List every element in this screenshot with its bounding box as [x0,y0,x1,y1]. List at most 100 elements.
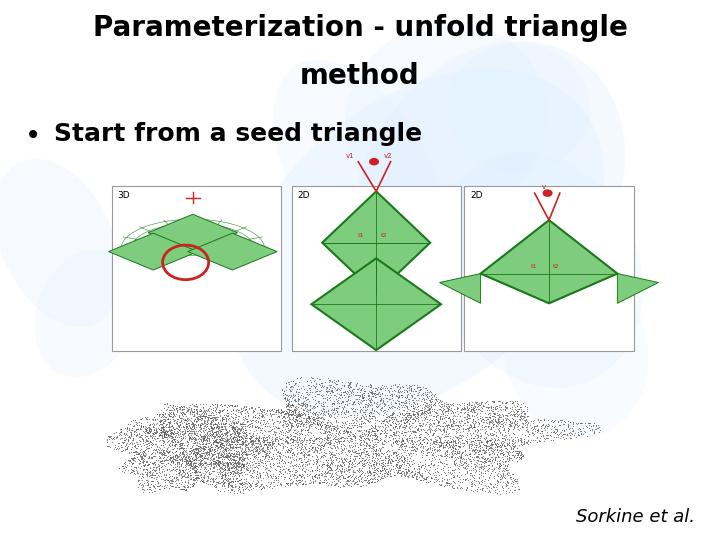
Point [518,422,529,431]
Point [282,457,293,466]
Point [296,410,307,419]
Point [471,430,482,439]
Point [436,441,447,450]
Point [516,436,527,444]
Point [293,414,305,423]
Point [464,422,476,431]
Point [449,412,461,421]
Point [192,413,203,422]
Point [140,470,152,479]
Point [270,408,282,416]
Point [475,464,487,472]
Point [423,461,434,470]
Point [181,448,192,457]
Point [184,457,195,465]
Point [494,422,505,430]
Point [414,420,426,429]
Point [192,407,203,416]
Point [410,414,422,422]
Point [413,468,424,477]
Point [423,401,435,410]
Point [332,449,343,457]
Point [154,415,166,424]
Point [511,409,523,418]
Point [163,426,175,434]
Point [166,433,177,442]
Point [498,472,509,481]
Point [220,449,232,457]
Point [266,443,277,452]
Point [324,454,336,463]
Point [335,433,346,442]
Point [128,451,140,460]
Point [241,417,253,426]
Point [228,422,239,431]
Point [212,485,224,494]
Point [415,476,427,484]
Point [441,437,452,446]
Point [459,454,470,463]
Point [404,451,415,460]
Point [387,393,398,402]
Point [129,427,140,435]
Point [487,412,499,421]
Point [412,401,423,410]
Point [156,446,167,454]
Point [171,427,183,436]
Point [400,444,411,453]
Point [217,442,228,451]
Point [276,438,288,447]
Point [372,389,384,398]
Point [229,415,240,423]
Point [240,407,252,416]
Point [277,464,289,473]
Point [359,437,370,446]
Point [148,433,160,442]
Point [285,391,297,400]
Point [213,438,225,447]
Point [343,388,354,396]
Point [216,440,228,448]
Point [379,459,391,468]
Point [225,456,237,464]
Point [259,449,271,458]
Point [495,437,507,446]
Point [187,420,199,428]
Point [400,414,412,422]
Point [218,441,230,449]
Ellipse shape [437,152,643,388]
Point [276,462,287,470]
Point [412,425,423,434]
Point [225,481,237,490]
Point [282,480,294,489]
Point [270,437,282,445]
Point [393,411,405,420]
Point [192,450,203,458]
Point [356,461,368,469]
Point [416,408,428,417]
Point [469,426,480,435]
Point [211,442,222,450]
Point [516,404,527,413]
Point [230,482,242,490]
Point [126,435,138,444]
Point [210,404,222,413]
Point [163,407,174,416]
Point [475,471,487,480]
Point [329,376,341,384]
Point [192,445,204,454]
Point [355,444,366,453]
Point [318,394,329,403]
Point [198,445,210,454]
Point [370,444,382,453]
Point [435,404,446,413]
Point [292,441,304,449]
Point [295,458,307,467]
Point [390,399,402,407]
Point [134,459,145,468]
Point [190,409,202,418]
Point [202,413,213,421]
Point [325,481,337,490]
Point [281,396,292,404]
Point [189,423,200,432]
